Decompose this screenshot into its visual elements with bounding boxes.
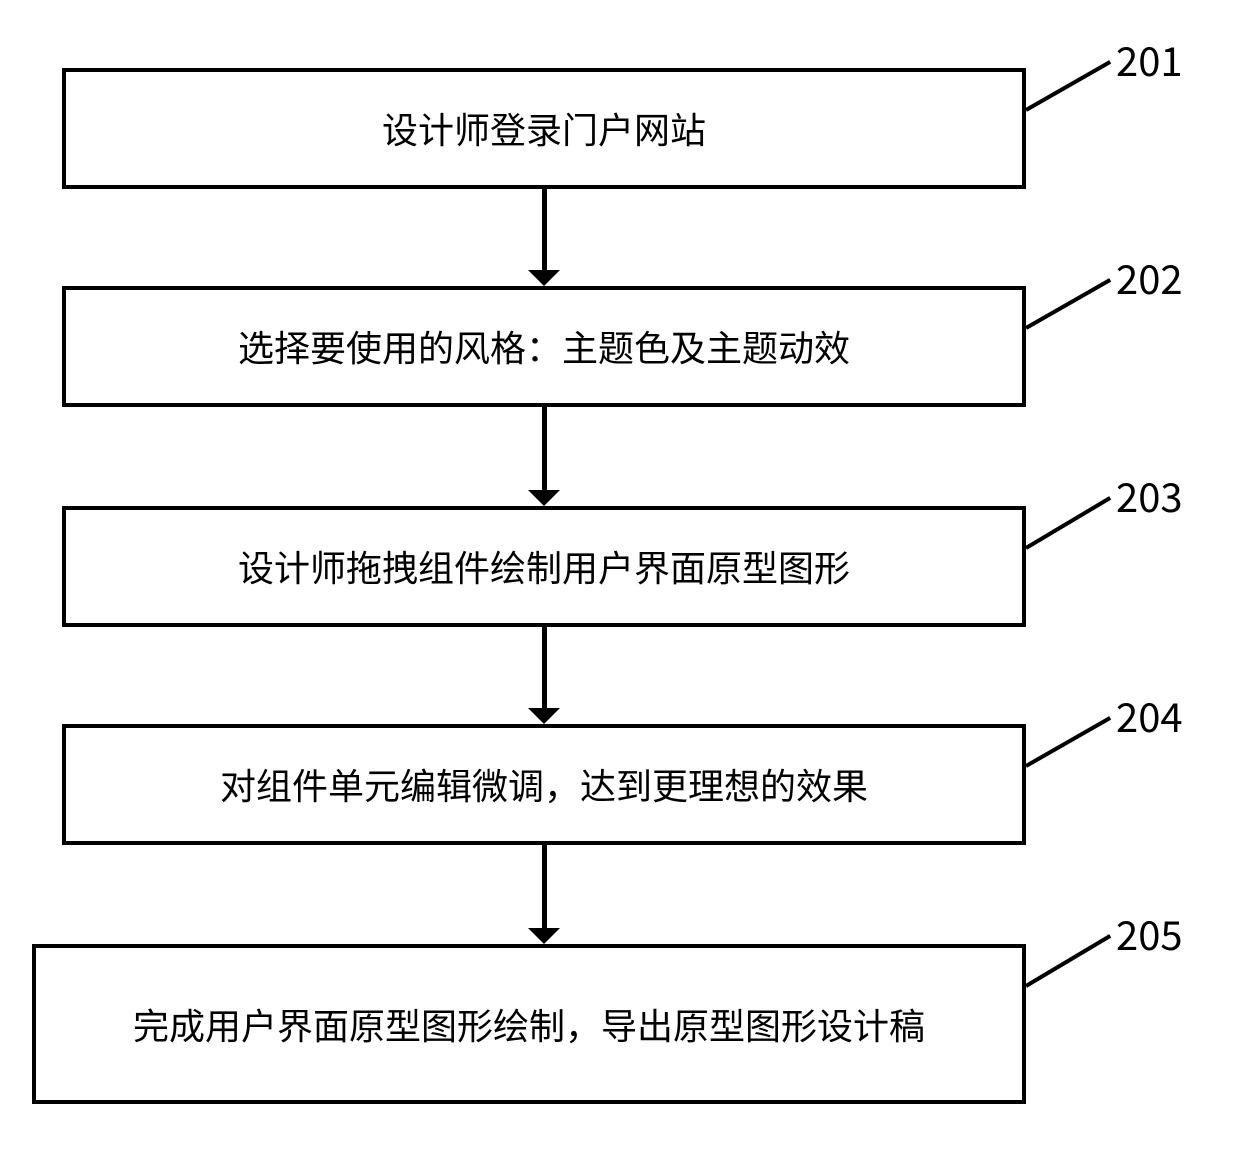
arrow-down-icon bbox=[528, 928, 560, 944]
flow-arrow bbox=[542, 845, 547, 928]
flow-node-3: 设计师拖拽组件绘制用户界面原型图形 bbox=[62, 506, 1026, 627]
flow-arrow bbox=[542, 627, 547, 708]
flow-node-label: 203 bbox=[1116, 466, 1183, 524]
flow-arrow bbox=[542, 407, 547, 490]
flow-node-label: 204 bbox=[1116, 686, 1183, 744]
flow-node-5: 完成用户界面原型图形绘制，导出原型图形设计稿 bbox=[32, 944, 1026, 1104]
flow-node-label: 205 bbox=[1116, 904, 1183, 962]
flow-node-text: 选择要使用的风格：主题色及主题动效 bbox=[238, 322, 850, 371]
arrow-down-icon bbox=[528, 490, 560, 506]
flow-arrow bbox=[542, 189, 547, 270]
flow-node-1: 设计师登录门户网站 bbox=[62, 68, 1026, 189]
flow-node-text: 设计师登录门户网站 bbox=[382, 104, 706, 153]
flowchart-canvas: 设计师登录门户网站 201 选择要使用的风格：主题色及主题动效 202 设计师拖拽组件绘… bbox=[0, 0, 1240, 1156]
flow-node-label: 201 bbox=[1116, 30, 1183, 88]
arrow-down-icon bbox=[528, 708, 560, 724]
flow-node-label: 202 bbox=[1116, 248, 1183, 306]
label-connector bbox=[1025, 60, 1111, 111]
label-connector bbox=[1025, 496, 1111, 549]
label-connector bbox=[1025, 716, 1111, 767]
flow-node-2: 选择要使用的风格：主题色及主题动效 bbox=[62, 286, 1026, 407]
arrow-down-icon bbox=[528, 270, 560, 286]
flow-node-4: 对组件单元编辑微调，达到更理想的效果 bbox=[62, 724, 1026, 845]
label-connector bbox=[1025, 278, 1111, 329]
flow-node-text: 对组件单元编辑微调，达到更理想的效果 bbox=[220, 760, 868, 809]
flow-node-text: 设计师拖拽组件绘制用户界面原型图形 bbox=[238, 542, 850, 591]
flow-node-text: 完成用户界面原型图形绘制，导出原型图形设计稿 bbox=[133, 1000, 925, 1049]
label-connector bbox=[1025, 934, 1111, 987]
